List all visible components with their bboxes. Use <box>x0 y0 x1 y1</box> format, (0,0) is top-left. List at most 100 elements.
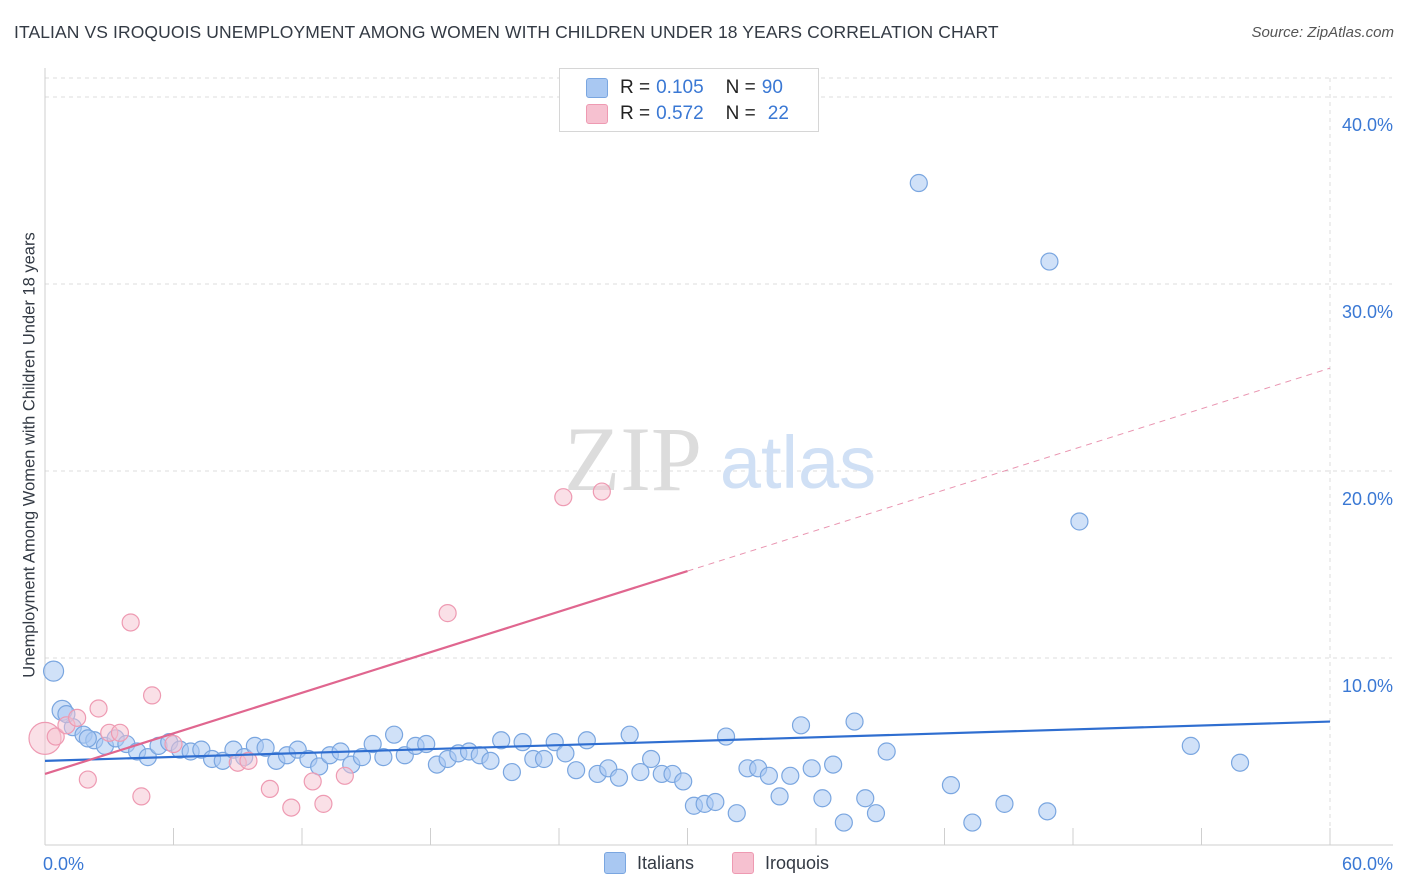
legend-n-value: 22 <box>767 103 789 124</box>
italians-point <box>631 762 650 782</box>
italians-point <box>384 725 404 744</box>
iroquois-point <box>89 699 108 718</box>
source-credit: Source: ZipAtlas.com <box>1251 24 1394 41</box>
iroquois-point <box>260 779 279 799</box>
italians-point <box>556 744 575 763</box>
italians-point <box>716 727 736 746</box>
italians-point <box>866 804 886 823</box>
iroquois-point <box>554 488 573 507</box>
italians-point <box>492 731 511 750</box>
iroquois-swatch <box>586 104 608 124</box>
italians-point <box>802 759 821 778</box>
trend-lines <box>44 367 1331 775</box>
italians-point <box>791 716 811 735</box>
iroquois-point <box>239 751 258 770</box>
italians-point <box>641 749 661 769</box>
iroquois-point <box>335 766 354 785</box>
italians-point <box>759 766 778 785</box>
y-tick-label: 10.0% <box>1342 676 1393 696</box>
watermark-zip: ZIP <box>564 408 702 510</box>
italians-point <box>481 751 500 770</box>
legend-r-label: R = <box>620 77 651 98</box>
italians-trend-line <box>44 720 1331 762</box>
italians-point <box>502 762 521 782</box>
italians-points <box>42 173 1250 832</box>
iroquois-point <box>592 482 611 501</box>
iroquois-trend-extension <box>687 367 1331 572</box>
italians-point <box>1040 252 1059 271</box>
italians-point <box>609 768 629 787</box>
grid-lines <box>45 77 1392 845</box>
watermark-atlas: atlas <box>720 421 876 504</box>
italians-point <box>1230 753 1250 772</box>
italians-point <box>363 734 382 754</box>
iroquois-point <box>121 613 140 632</box>
axes <box>44 68 1393 846</box>
italians-point <box>845 712 864 731</box>
italians-point <box>770 787 789 806</box>
legend-r-label: R = <box>620 103 651 124</box>
y-tick-label: 40.0% <box>1342 115 1393 135</box>
watermark: ZIP atlas <box>564 408 876 510</box>
iroquois-point <box>46 727 65 746</box>
italians-point <box>256 738 275 757</box>
iroquois-point <box>164 734 183 754</box>
iroquois-point <box>438 604 457 623</box>
italians-swatch <box>604 852 626 874</box>
italians-point <box>856 789 875 808</box>
legend-r-value: 0.105 <box>656 77 704 98</box>
y-tick-label: 30.0% <box>1342 302 1393 322</box>
italians-point <box>963 813 982 832</box>
iroquois-point <box>282 798 301 817</box>
italians-point <box>877 742 896 761</box>
italians-point <box>824 755 843 774</box>
x-tick-label: 60.0% <box>1342 854 1393 874</box>
legend-n-value: 90 <box>761 77 783 98</box>
italians-point <box>534 749 554 769</box>
italians-point <box>567 761 586 780</box>
italians-point <box>374 748 393 767</box>
x-tick-label: 0.0% <box>43 854 84 874</box>
italians-point <box>909 173 928 193</box>
y-tick-labels: 10.0% 20.0% 30.0% 40.0% <box>1342 115 1393 696</box>
italians-point <box>1181 736 1200 755</box>
italians-point <box>352 748 372 767</box>
iroquois-point <box>303 772 322 791</box>
legend-r-value: 0.572 <box>656 103 704 124</box>
italians-point <box>727 804 746 823</box>
italians-point <box>813 789 832 808</box>
italians-point <box>1038 802 1057 821</box>
italians-point <box>781 766 800 785</box>
legend-n-label: N = <box>725 77 756 98</box>
bottom-legend-italians: Italians <box>604 852 694 874</box>
legend-row-italians: R = 0.105 N = 90 <box>586 76 783 100</box>
legend-row-iroquois: R = 0.572 N = 22 <box>586 102 789 126</box>
y-axis-label: Unemployment Among Women with Children U… <box>20 232 39 678</box>
italians-point <box>706 792 725 812</box>
iroquois-point <box>68 708 87 727</box>
italians-point <box>620 725 639 744</box>
italians-point <box>941 776 961 795</box>
iroquois-point <box>132 787 151 806</box>
bottom-legend-iroquois-label: Iroquois <box>765 852 830 873</box>
italians-swatch <box>586 78 608 98</box>
legend-n-label: N = <box>725 103 756 124</box>
italians-point <box>995 794 1014 813</box>
iroquois-point <box>78 770 97 789</box>
italians-point <box>1070 512 1089 531</box>
italians-point <box>42 660 65 682</box>
iroquois-point <box>110 723 130 742</box>
iroquois-point <box>142 686 162 705</box>
bottom-legend-italians-label: Italians <box>637 852 695 873</box>
iroquois-points <box>28 482 611 817</box>
italians-point <box>310 757 329 776</box>
iroquois-point <box>314 794 333 813</box>
bottom-legend-iroquois: Iroquois <box>732 852 829 874</box>
italians-point <box>513 733 532 752</box>
italians-point <box>834 813 853 832</box>
x-tick-labels: 0.0% 60.0% <box>43 854 1393 874</box>
chart-title: ITALIAN VS IROQUOIS UNEMPLOYMENT AMONG W… <box>14 22 999 42</box>
y-tick-label: 20.0% <box>1342 489 1393 509</box>
iroquois-swatch <box>732 852 754 874</box>
